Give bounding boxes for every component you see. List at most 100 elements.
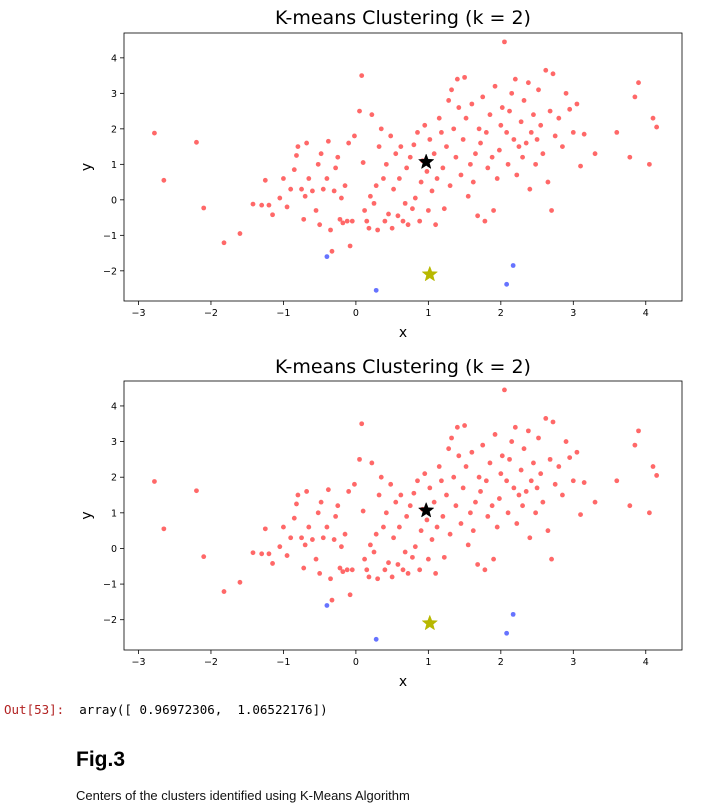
centroid-2-marker bbox=[421, 614, 439, 631]
cluster-1-point bbox=[393, 151, 399, 157]
cluster-1-point bbox=[483, 478, 489, 484]
cluster-1-point bbox=[552, 481, 558, 487]
cluster-1-point bbox=[325, 487, 331, 493]
cluster-1-point bbox=[614, 478, 620, 484]
cluster-1-point bbox=[161, 526, 167, 532]
cluster-1-point bbox=[439, 129, 444, 135]
cluster-2-point bbox=[373, 287, 379, 293]
output-prompt: Out[53]: bbox=[4, 702, 65, 717]
cluster-1-point bbox=[496, 496, 502, 501]
cluster-1-point bbox=[328, 576, 333, 582]
cluster-1-point bbox=[512, 424, 518, 430]
cluster-1-point bbox=[489, 154, 495, 160]
cluster-1-point bbox=[453, 154, 459, 160]
cluster-1-point bbox=[467, 161, 473, 167]
cluster-1-point bbox=[536, 435, 541, 441]
cluster-1-point bbox=[375, 576, 381, 582]
axes-frame bbox=[123, 380, 683, 651]
cluster-1-point bbox=[404, 165, 410, 171]
cluster-1-point bbox=[527, 186, 533, 192]
cluster-1-point bbox=[342, 531, 348, 537]
y-tick-label: −2 bbox=[103, 266, 117, 277]
cluster-1-point bbox=[417, 567, 423, 573]
cluster-1-point bbox=[498, 471, 504, 477]
cluster-1-point bbox=[371, 200, 377, 206]
cluster-1-point bbox=[460, 485, 466, 491]
cluster-1-point bbox=[447, 531, 453, 537]
cluster-1-point bbox=[502, 387, 507, 393]
cluster-1-point bbox=[552, 133, 558, 139]
cluster-1-point bbox=[324, 176, 330, 181]
cluster-1-point bbox=[632, 442, 638, 448]
cluster-1-point bbox=[270, 561, 275, 566]
cluster-1-point bbox=[650, 464, 656, 469]
cluster-1-point bbox=[458, 521, 464, 526]
cluster-1-point bbox=[391, 535, 396, 541]
cluster-1-point bbox=[201, 554, 207, 560]
cluster-1-point bbox=[563, 90, 569, 96]
cluster-1-point bbox=[237, 579, 243, 585]
cluster-1-point bbox=[402, 200, 408, 206]
cluster-1-point bbox=[444, 492, 449, 498]
cluster-1-point bbox=[333, 513, 339, 519]
cluster-1-point bbox=[556, 464, 562, 469]
cluster-1-point bbox=[527, 535, 533, 541]
cluster-1-point bbox=[449, 435, 454, 441]
cluster-1-point bbox=[398, 492, 404, 498]
cluster-1-point bbox=[301, 565, 307, 571]
cluster-1-point bbox=[389, 225, 395, 231]
cluster-1-point bbox=[301, 216, 307, 222]
cluster-1-point bbox=[460, 137, 466, 142]
cluster-1-point bbox=[381, 524, 386, 530]
cluster-1-point bbox=[424, 169, 430, 174]
cluster-1-point bbox=[536, 87, 541, 93]
cluster-1-point bbox=[382, 567, 388, 573]
cluster-1-point bbox=[480, 442, 486, 448]
cluster-1-point bbox=[538, 122, 544, 128]
cluster-1-point bbox=[317, 222, 323, 228]
cluster-1-point bbox=[318, 151, 324, 157]
cluster-1-point bbox=[310, 537, 315, 542]
cluster-1-point bbox=[364, 218, 370, 224]
cluster-1-point bbox=[310, 188, 315, 194]
cluster-1-point bbox=[352, 481, 357, 487]
cluster-1-point bbox=[427, 485, 433, 491]
cluster-1-point bbox=[560, 492, 565, 498]
cluster-1-point bbox=[398, 144, 404, 149]
cluster-1-point bbox=[514, 172, 520, 178]
cluster-1-point bbox=[550, 419, 556, 425]
cluster-1-point bbox=[349, 218, 355, 224]
cluster-1-point bbox=[632, 94, 638, 100]
cluster-1-point bbox=[518, 467, 524, 473]
cluster-1-point bbox=[470, 528, 476, 534]
cluster-1-point bbox=[337, 565, 343, 571]
cluster-1-point bbox=[556, 115, 562, 121]
cluster-1-point bbox=[520, 154, 525, 160]
cluster-2-point bbox=[510, 611, 516, 617]
x-tick-label: −2 bbox=[204, 308, 218, 319]
x-tick-label: −1 bbox=[276, 657, 290, 668]
cluster-1-point bbox=[478, 489, 483, 494]
y-tick-label: 1 bbox=[111, 508, 117, 519]
cluster-1-point bbox=[411, 490, 417, 496]
cluster-1-point bbox=[543, 416, 549, 421]
y-tick-label: −2 bbox=[103, 615, 117, 626]
cluster-1-point bbox=[482, 218, 488, 224]
cluster-1-point bbox=[567, 455, 573, 461]
cluster-1-point bbox=[320, 535, 326, 541]
cluster-1-point bbox=[161, 177, 167, 183]
cluster-1-point bbox=[325, 138, 331, 144]
cluster-1-point bbox=[266, 202, 272, 208]
cluster-1-point bbox=[465, 542, 471, 548]
cluster-1-point bbox=[152, 479, 157, 484]
cluster-1-point bbox=[496, 147, 502, 153]
cluster-1-point bbox=[284, 553, 290, 558]
cluster-1-point bbox=[360, 508, 366, 514]
y-tick-label: 2 bbox=[111, 473, 117, 484]
centroid-1-marker bbox=[417, 153, 435, 170]
cluster-1-point bbox=[381, 176, 386, 181]
cluster-1-point bbox=[415, 129, 420, 135]
cluster-1-point bbox=[317, 570, 323, 576]
cluster-1-point bbox=[367, 193, 373, 199]
cluster-1-point bbox=[302, 193, 308, 199]
